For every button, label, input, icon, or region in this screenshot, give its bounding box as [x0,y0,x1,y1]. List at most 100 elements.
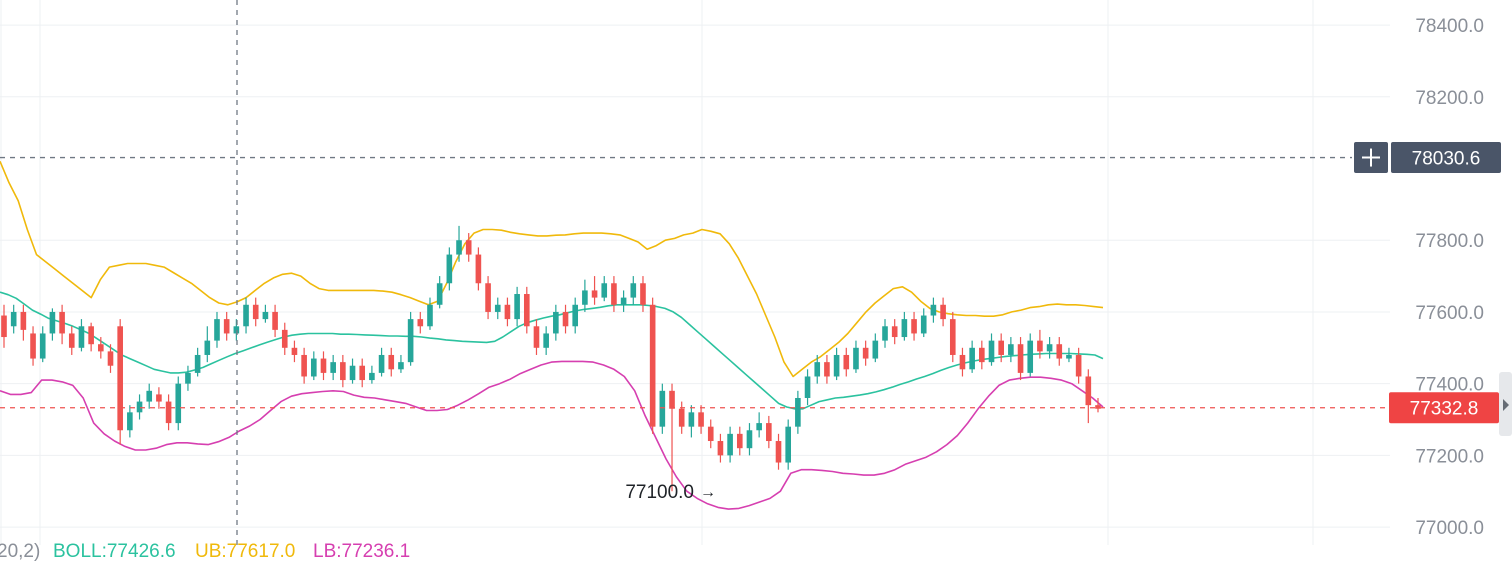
band-line-lb [0,360,1104,510]
candle-body [49,311,56,334]
candle-body [582,290,588,305]
candle [949,311,956,363]
candle-body [127,412,133,431]
candle [398,354,404,373]
candle [553,304,559,341]
candle [349,358,356,384]
price-axis[interactable]: 78400.0 78200.0 77800.0 77600.0 77400.0 77200… [1390,0,1512,545]
candle-body [601,283,608,298]
candle [417,311,424,334]
candle [281,322,288,355]
candle-body [969,347,975,370]
candle-body [320,358,327,373]
candle [10,304,17,334]
candle-body [301,354,307,377]
candle [223,311,230,341]
candle-body [659,390,666,427]
candle [746,423,753,456]
axis-scroll-handle[interactable] [1499,372,1512,436]
candle [20,304,27,341]
candle-body [707,426,714,442]
candle [59,304,65,345]
candle [1017,337,1024,381]
candle [1046,337,1053,359]
candle-body [911,319,917,334]
last-price-badge: 77332.8 [1389,392,1499,424]
candle-body [1095,405,1101,409]
candle [678,401,685,434]
candle [940,297,946,327]
candle [514,286,520,327]
candle [979,340,985,370]
candle [998,333,1004,363]
candle [1056,337,1063,366]
candle-body [959,354,966,370]
candle-body [194,354,201,373]
candle [988,333,995,366]
candle [669,383,675,492]
candle [533,319,540,355]
candle-body [456,240,462,255]
candle [369,365,375,384]
candle-body [494,304,501,312]
candle-body [572,304,579,327]
bollinger-bands [0,160,1104,510]
candle-body [223,319,230,334]
candle [88,322,94,352]
candle-body [533,326,540,348]
candle-body [669,390,675,409]
candle [301,347,307,384]
candle-body [1085,376,1092,406]
candle [436,276,443,309]
candle [785,419,792,470]
candle [795,390,801,434]
candle-body [949,319,956,355]
candle-body [340,362,346,381]
candle-body [698,412,704,427]
candle-body [369,372,375,381]
candle [494,297,501,320]
plus-icon[interactable] [1362,148,1380,167]
crosshair-price-badge: 78030.6 [1354,142,1501,174]
candle-body [882,326,888,341]
candle-body [785,426,792,463]
candle-body [68,333,75,348]
candle [117,319,123,445]
candle-body [349,365,356,381]
candle [175,376,182,431]
candle-body [843,354,850,370]
candle [407,311,414,366]
price-axis-label: 77800.0 [1415,231,1484,252]
boll-legend: 20,2) BOLL:77426.6 UB:77617.0 LB:77236.1 [0,541,410,562]
candle [1085,369,1092,424]
candle [456,225,462,262]
candle-body [378,354,385,373]
candle [601,276,608,302]
candle [252,297,259,327]
candle-body [78,326,85,348]
band-line-ub [0,160,1104,378]
candle [388,347,395,377]
candle [766,415,772,449]
band-line-boll [0,291,1104,410]
candle [340,354,346,388]
candle-body [427,304,433,327]
candle-body [824,362,830,377]
candle [262,304,269,323]
candle [78,319,85,352]
candle [930,297,937,323]
candle [204,326,211,363]
candle-body [1027,340,1034,373]
candle-body [766,423,772,442]
candle-body [291,347,298,355]
candle [485,276,491,320]
candle-body [1056,344,1063,359]
candle-body [117,326,123,431]
candle-body [833,354,840,377]
candle-body [10,311,17,327]
candle-body [640,283,646,305]
candle-body [446,254,453,284]
candle [620,290,627,312]
